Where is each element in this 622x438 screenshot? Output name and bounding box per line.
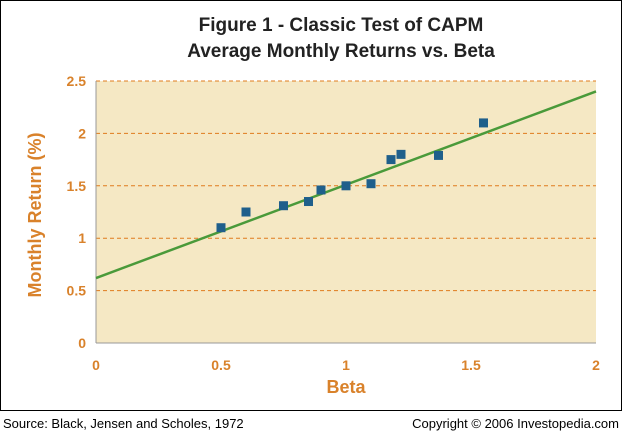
data-point	[386, 155, 396, 165]
footer: Source: Black, Jensen and Scholes, 1972 …	[0, 412, 622, 436]
data-point	[434, 150, 443, 160]
data-point	[304, 197, 313, 207]
data-point	[366, 179, 376, 189]
y-tick-label: 2.5	[67, 73, 87, 89]
data-point	[241, 207, 251, 217]
y-tick-label: 1	[78, 230, 86, 246]
data-point	[216, 223, 226, 233]
x-tick-label: 0	[92, 357, 100, 373]
plot-area	[96, 81, 596, 343]
data-point	[279, 201, 288, 211]
x-tick-label: 1	[342, 357, 350, 373]
x-axis-label: Beta	[326, 377, 366, 397]
y-tick-label: 2	[78, 125, 86, 141]
y-tick-label: 0	[78, 335, 86, 351]
data-point	[479, 118, 488, 128]
chart-figure: Figure 1 - Classic Test of CAPM Average …	[0, 0, 622, 411]
tick-labels: 0 0.5 1 1.5 2 2.5 0 0.5 1 1.5 2	[67, 73, 601, 373]
y-tick-label: 1.5	[67, 178, 87, 194]
chart-subtitle: Average Monthly Returns vs. Beta	[187, 41, 495, 62]
copyright-note: Copyright © 2006 Investopedia.com	[412, 416, 619, 431]
x-tick-label: 0.5	[211, 357, 231, 373]
data-point	[341, 181, 351, 191]
gridlines	[96, 80, 596, 292]
data-point	[396, 149, 406, 159]
chart-canvas: Figure 1 - Classic Test of CAPM Average …	[25, 15, 601, 397]
x-tick-label: 2	[592, 357, 600, 373]
data-points	[216, 118, 488, 233]
chart-title: Figure 1 - Classic Test of CAPM	[199, 15, 484, 36]
x-tick-label: 1.5	[461, 357, 481, 373]
axes	[95, 81, 596, 344]
source-note: Source: Black, Jensen and Scholes, 1972	[3, 416, 244, 431]
y-tick-label: 0.5	[67, 283, 87, 299]
data-point	[316, 185, 326, 195]
y-axis-label: Monthly Return (%)	[25, 133, 45, 298]
